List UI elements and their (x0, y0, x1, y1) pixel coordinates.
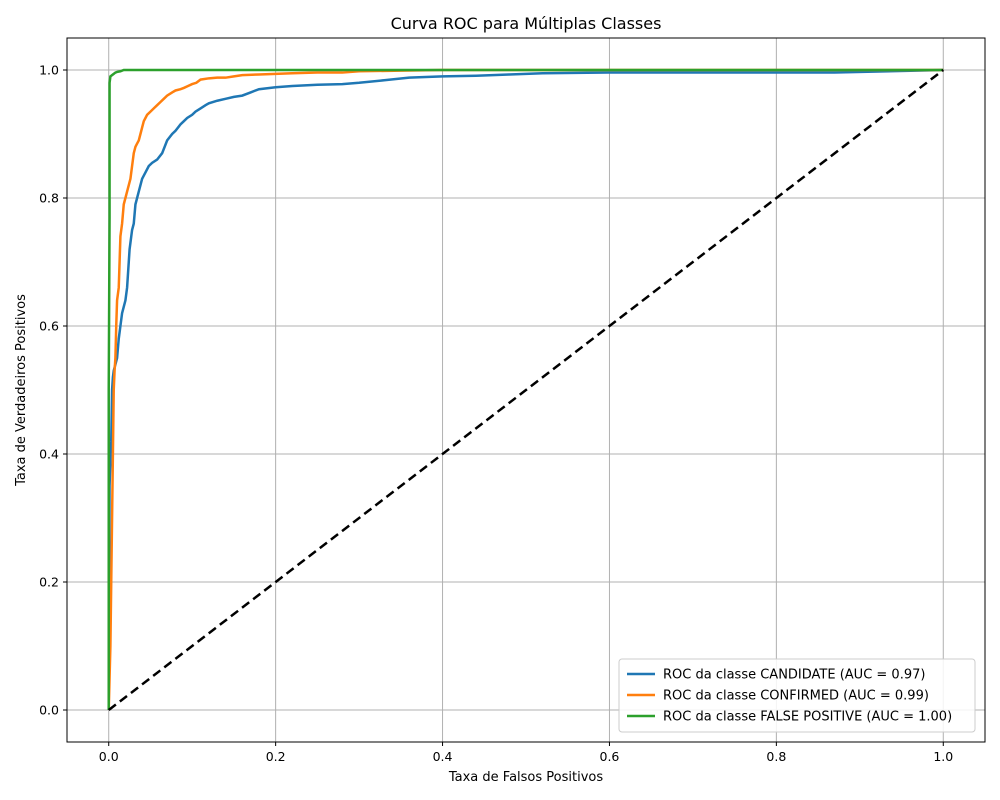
plot-frame (66, 37, 986, 743)
chart-title: Curva ROC para Múltiplas Classes (391, 14, 662, 33)
legend-label: ROC da classe FALSE POSITIVE (AUC = 1.00… (663, 710, 952, 725)
grid (67, 38, 985, 742)
y-tick-label: 0.0 (39, 703, 59, 718)
roc-series-line-1 (107, 68, 944, 711)
x-tick-label: 0.8 (766, 749, 786, 764)
x-tick-label: 1.0 (933, 749, 953, 764)
y-tick-label: 0.4 (39, 447, 59, 462)
x-tick-label: 0.0 (99, 749, 119, 764)
roc-series-line-2 (107, 68, 944, 710)
y-tick-label: 0.2 (39, 575, 59, 590)
axis-ticks: 0.0 0.2 0.4 0.6 0.8 1.0 0.0 0.2 0.4 0.6 0.8 1.0 (39, 63, 953, 765)
x-tick-label: 0.2 (266, 749, 286, 764)
x-axis-title: Taxa de Falsos Positivos (448, 770, 603, 785)
x-tick-label: 0.6 (600, 749, 620, 764)
roc-series-line-0 (107, 68, 944, 711)
legend-label: ROC da classe CONFIRMED (AUC = 0.99) (663, 689, 929, 704)
y-axis-title: Taxa de Verdadeiros Positivos (14, 294, 29, 487)
x-tick-label: 0.4 (433, 749, 453, 764)
y-tick-label: 0.8 (39, 191, 59, 206)
legend-box (618, 658, 976, 733)
y-tick-label: 1.0 (39, 63, 59, 78)
legend: ROC da classe CANDIDATE (AUC = 0.97) ROC … (618, 658, 976, 733)
diagonal-reference-line (107, 69, 945, 711)
legend-label: ROC da classe CANDIDATE (AUC = 0.97) (663, 668, 925, 683)
y-tick-label: 0.6 (39, 319, 59, 334)
series-lines (107, 68, 945, 711)
